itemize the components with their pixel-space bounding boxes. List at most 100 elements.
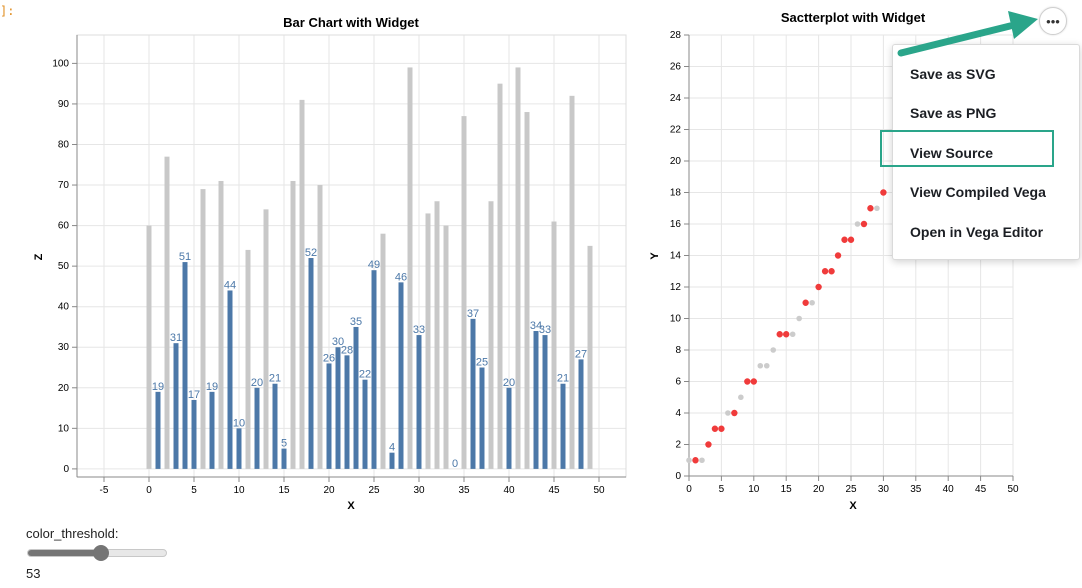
- scatter-point-red: [828, 268, 835, 275]
- bar-data-label: 35: [350, 316, 362, 328]
- bar-gray: [488, 201, 494, 469]
- scatter-point-gray: [757, 362, 764, 369]
- slider-thumb[interactable]: [93, 545, 110, 561]
- bar-blue: [308, 258, 314, 469]
- scatter-point-red: [847, 236, 855, 243]
- bar-data-label: 34: [530, 320, 542, 332]
- scatter-point-gray: [796, 315, 802, 322]
- bar-y-tick-label: 60: [58, 221, 70, 232]
- bar-data-label: 19: [152, 381, 164, 393]
- bar-blue: [191, 399, 197, 469]
- scatter-x-tick-label: 35: [910, 484, 922, 495]
- menu-item-save-svg[interactable]: Save as SVG: [910, 66, 996, 82]
- scatter-point-red: [860, 220, 868, 228]
- scatter-point-red: [744, 378, 751, 385]
- bar-y-tick-label: 40: [58, 302, 70, 313]
- menu-item-view-source[interactable]: View Source: [910, 145, 994, 161]
- cell-prompt: ]:: [0, 4, 15, 18]
- bar-data-label: 19: [206, 381, 218, 393]
- bar-gray: [524, 112, 530, 469]
- bar-gray: [461, 116, 467, 469]
- bar-y-tick-label: 0: [63, 464, 69, 475]
- scatter-point-gray: [770, 347, 777, 353]
- scatter-point-red: [718, 425, 725, 432]
- scatter-point-red: [841, 236, 848, 243]
- scatter-point-red: [692, 457, 699, 464]
- bar-blue: [506, 387, 512, 469]
- bar-chart-y-axis-label: Z: [33, 253, 45, 260]
- bar-data-label: 26: [323, 352, 335, 364]
- bar-y-tick-label: 90: [58, 99, 70, 110]
- bar-blue: [362, 379, 368, 469]
- bar-blue: [254, 387, 260, 469]
- menu-item-save-png[interactable]: Save as PNG: [910, 105, 997, 121]
- scatter-point-gray: [738, 394, 744, 401]
- color-threshold-slider[interactable]: [27, 545, 167, 561]
- scatter-point-gray: [699, 457, 705, 464]
- scatter-point-red: [711, 425, 719, 432]
- scatter-y-tick-label: 14: [670, 251, 682, 262]
- menu-item-view-compiled-vega[interactable]: View Compiled Vega: [910, 184, 1046, 200]
- scatter-point-red: [815, 283, 822, 291]
- scatter-x-tick-label: 0: [686, 484, 692, 495]
- bar-x-tick-label: 5: [191, 485, 197, 496]
- bar-x-tick-label: 35: [458, 485, 470, 496]
- scatter-x-tick-label: 25: [845, 484, 857, 495]
- scatter-x-tick-label: 50: [1007, 484, 1019, 495]
- bar-data-label: 21: [269, 373, 281, 385]
- bar-y-tick-label: 10: [58, 423, 70, 434]
- actions-button[interactable]: •••: [1039, 7, 1067, 35]
- bar-gray: [551, 221, 557, 469]
- bar-data-label: 30: [332, 336, 344, 348]
- bar-blue: [227, 290, 233, 469]
- bar-blue: [326, 363, 332, 469]
- bar-blue: [560, 383, 566, 469]
- scatter-point-gray: [763, 362, 770, 369]
- bar-data-label: 5: [281, 438, 287, 450]
- bar-blue: [389, 452, 395, 469]
- bar-blue: [182, 262, 188, 469]
- bar-data-label: 28: [341, 344, 353, 356]
- scatter-point-gray: [874, 205, 880, 212]
- scatter-x-tick-label: 5: [719, 484, 725, 495]
- bar-x-tick-label: 15: [278, 485, 290, 496]
- bar-x-tick-label: 20: [323, 485, 335, 496]
- bar-data-label: 52: [305, 247, 317, 259]
- menu-item-open-vega-editor[interactable]: Open in Vega Editor: [910, 224, 1044, 240]
- bar-x-tick-label: 25: [368, 485, 380, 496]
- scatter-point-red: [705, 441, 712, 448]
- bar-data-label: 22: [359, 369, 371, 381]
- bar-gray: [425, 213, 431, 469]
- bar-blue: [398, 282, 404, 469]
- bar-gray: [497, 83, 503, 469]
- scatter-point-red: [776, 331, 783, 338]
- bar-gray: [515, 67, 521, 469]
- bar-x-tick-label: -5: [100, 485, 109, 496]
- bar-x-tick-label: 45: [548, 485, 560, 496]
- slider-fill: [28, 550, 102, 556]
- bar-data-label: 31: [170, 332, 182, 344]
- scatter-x-tick-label: 20: [813, 484, 825, 495]
- bar-x-tick-label: 10: [233, 485, 245, 496]
- scatter-x-tick-label: 45: [975, 484, 987, 495]
- bar-chart-x-axis-label: X: [347, 500, 355, 512]
- bar-x-tick-label: 0: [146, 485, 152, 496]
- scatter-y-tick-label: 2: [675, 440, 681, 451]
- view-source-highlight: [880, 130, 1054, 167]
- scatter-point-red: [821, 268, 829, 275]
- bar-blue: [281, 448, 287, 469]
- bar-data-label: 46: [395, 271, 407, 283]
- bar-chart: -5 0 5 10 15 20 25 30 35 40 45 50010203040506070809…: [33, 15, 627, 512]
- scatter-x-tick-label: 30: [878, 484, 890, 495]
- bar-gray: [380, 233, 386, 469]
- bar-x-tick-label: 50: [593, 485, 605, 496]
- bar-blue: [533, 331, 539, 469]
- bar-gray: [164, 156, 170, 469]
- scatter-point-red: [783, 331, 790, 338]
- bar-gray: [245, 249, 251, 469]
- scatter-chart-title: Sactterplot with Widget: [781, 10, 926, 25]
- bar-y-tick-label: 70: [58, 180, 70, 191]
- scatter-chart-y-axis-label: Y: [649, 252, 661, 260]
- bar-y-tick-label: 30: [58, 342, 70, 353]
- scatter-y-tick-label: 16: [670, 219, 682, 230]
